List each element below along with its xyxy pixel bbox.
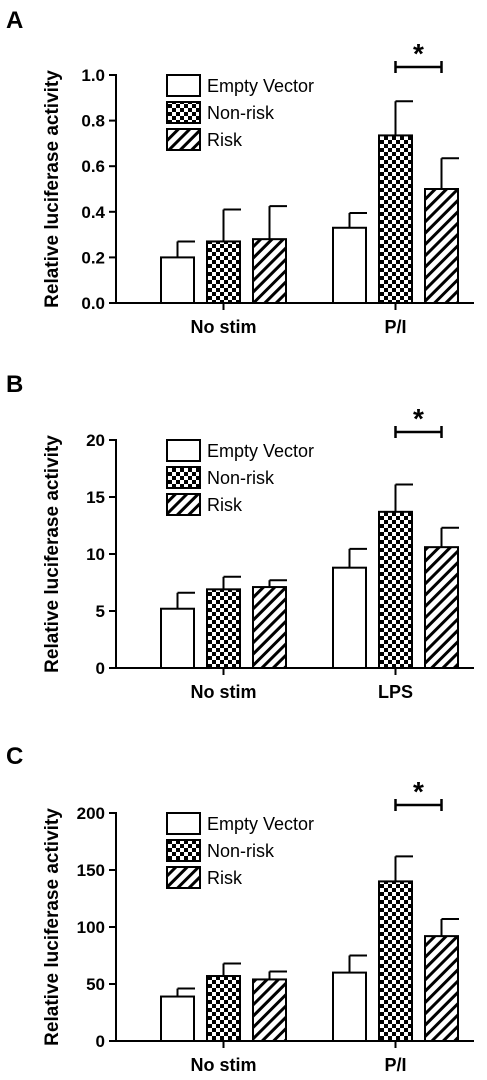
panel-letter: A: [6, 7, 23, 34]
chart-panel-b: B Relative luciferase activity 0 5 10 15 20 No …: [6, 371, 474, 702]
bar: [424, 935, 459, 1042]
x-tick-label: No stim: [190, 682, 256, 702]
bar: [252, 238, 287, 305]
bar: [378, 134, 413, 304]
y-axis-label: Relative luciferase activity: [42, 435, 63, 673]
significance-label: *: [413, 776, 424, 807]
y-tick-label: 0: [96, 659, 105, 678]
legend-label: Risk: [207, 868, 243, 888]
legend-swatch: [166, 466, 201, 489]
legend-label: Non-risk: [207, 103, 275, 123]
panel-letter: B: [6, 371, 23, 398]
legend-swatch: [166, 839, 201, 862]
y-tick-label: 50: [86, 975, 105, 994]
y-tick-label: 0.6: [81, 157, 105, 176]
y-tick-label: 100: [77, 918, 105, 937]
bar: [206, 975, 241, 1043]
bar: [252, 978, 287, 1043]
legend-label: Non-risk: [207, 841, 275, 861]
legend-swatch: [166, 439, 201, 462]
legend-label: Empty Vector: [207, 76, 314, 96]
y-tick-label: 10: [86, 545, 105, 564]
legend-label: Non-risk: [207, 468, 275, 488]
y-tick-label: 20: [86, 431, 105, 450]
x-tick-label: No stim: [190, 1055, 256, 1075]
bar: [206, 240, 241, 305]
bar: [160, 256, 195, 304]
legend-swatch: [166, 74, 201, 97]
bar: [206, 588, 241, 670]
y-tick-label: 5: [96, 602, 105, 621]
y-tick-label: 0.8: [81, 112, 105, 131]
y-tick-label: 200: [77, 804, 105, 823]
bar: [252, 586, 287, 669]
legend-swatch: [166, 866, 201, 889]
y-tick-label: 0.4: [81, 203, 105, 222]
significance-label: *: [413, 403, 424, 434]
bar: [332, 226, 367, 304]
legend-swatch: [166, 128, 201, 151]
y-axis-label: Relative luciferase activity: [42, 808, 63, 1046]
legend-label: Risk: [207, 130, 243, 150]
x-tick-label: No stim: [190, 317, 256, 337]
chart-panel-c: C Relative luciferase activity 0 50 100 150 20…: [6, 743, 474, 1075]
x-tick-label: P/I: [384, 1055, 406, 1075]
bar: [424, 188, 459, 304]
y-tick-label: 15: [86, 488, 105, 507]
bar: [424, 546, 459, 669]
legend-swatch: [166, 812, 201, 835]
bar: [160, 995, 195, 1042]
bar: [332, 971, 367, 1042]
legend-label: Empty Vector: [207, 814, 314, 834]
y-tick-label: 0.0: [81, 294, 105, 313]
legend-label: Empty Vector: [207, 441, 314, 461]
y-tick-label: 150: [77, 861, 105, 880]
x-tick-label: P/I: [384, 317, 406, 337]
y-axis-label: Relative luciferase activity: [42, 70, 63, 308]
bar: [378, 880, 413, 1043]
y-tick-label: 0.2: [81, 248, 105, 267]
chart-panel-a: A Relative luciferase activity 0.0 0.2 0.4 0.…: [6, 7, 474, 337]
panel-letter: C: [6, 743, 23, 770]
legend-swatch: [166, 493, 201, 516]
significance-label: *: [413, 38, 424, 69]
bar: [378, 510, 413, 669]
bar: [332, 566, 367, 669]
legend-swatch: [166, 101, 201, 124]
y-tick-label: 1.0: [81, 66, 105, 85]
y-tick-label: 0: [96, 1032, 105, 1051]
bar: [160, 607, 195, 669]
legend-label: Risk: [207, 495, 243, 515]
x-tick-label: LPS: [378, 682, 413, 702]
